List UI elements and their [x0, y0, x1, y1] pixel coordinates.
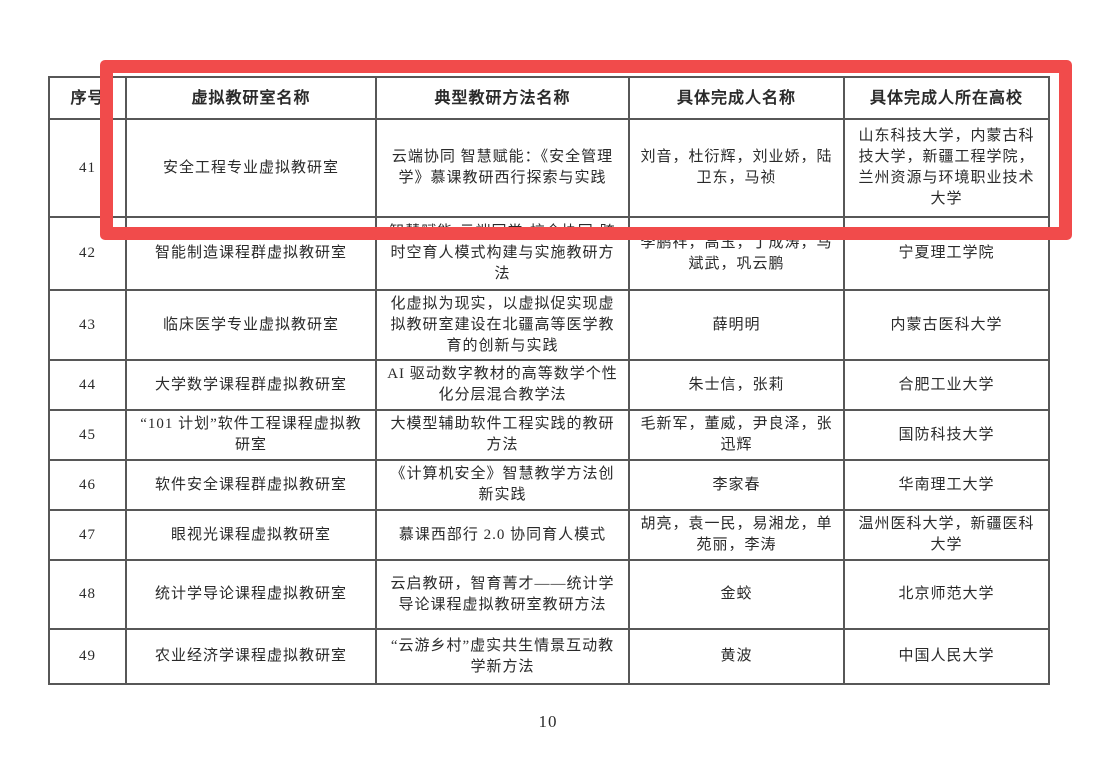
cell-method-name: 慕课西部行 2.0 协同育人模式 [375, 509, 630, 561]
table-row: 41 安全工程专业虚拟教研室 云端协同 智慧赋能：《安全管理学》慕课教研西行探索与实… [48, 118, 1050, 218]
table-row: 49 农业经济学课程虚拟教研室 “云游乡村”虚实共生情景互动教学新方法 黄波 中国人民大… [48, 628, 1050, 685]
cell-method-name: 云启教研，智育菁才——统计学导论课程虚拟教研室教研方法 [375, 559, 630, 630]
cell-schools: 合肥工业大学 [843, 359, 1050, 411]
column-header-room: 虚拟教研室名称 [125, 76, 377, 120]
cell-serial: 46 [48, 459, 127, 511]
column-header-schools: 具体完成人所在高校 [843, 76, 1050, 120]
cell-room-name: 临床医学专业虚拟教研室 [125, 289, 377, 361]
cell-people: 李家春 [628, 459, 845, 511]
table-row: 48 统计学导论课程虚拟教研室 云启教研，智育菁才——统计学导论课程虚拟教研室教研方… [48, 559, 1050, 630]
table-row: 45 “101 计划”软件工程课程虚拟教研室 大模型辅助软件工程实践的教研方法 毛新军… [48, 409, 1050, 461]
cell-method-name: 智慧赋能•云端同堂•校企协同-跨时空育人模式构建与实施教研方法 [375, 216, 630, 291]
cell-schools: 中国人民大学 [843, 628, 1050, 685]
cell-room-name: 大学数学课程群虚拟教研室 [125, 359, 377, 411]
cell-serial: 42 [48, 216, 127, 291]
cell-room-name: 安全工程专业虚拟教研室 [125, 118, 377, 218]
cell-people: 刘音，杜衍辉，刘业娇，陆卫东，马祯 [628, 118, 845, 218]
cell-people: 李鹏祥，高玉，丁成涛，马斌武，巩云鹏 [628, 216, 845, 291]
cell-room-name: 统计学导论课程虚拟教研室 [125, 559, 377, 630]
cell-people: 黄波 [628, 628, 845, 685]
cell-method-name: “云游乡村”虚实共生情景互动教学新方法 [375, 628, 630, 685]
page-number: 10 [538, 712, 558, 731]
cell-serial: 43 [48, 289, 127, 361]
table-row: 46 软件安全课程群虚拟教研室 《计算机安全》智慧教学方法创新实践 李家春 华南理工大学 [48, 459, 1050, 511]
cell-room-name: “101 计划”软件工程课程虚拟教研室 [125, 409, 377, 461]
cell-method-name: 云端协同 智慧赋能：《安全管理学》慕课教研西行探索与实践 [375, 118, 630, 218]
cell-people: 金蛟 [628, 559, 845, 630]
cell-schools: 内蒙古医科大学 [843, 289, 1050, 361]
cell-room-name: 软件安全课程群虚拟教研室 [125, 459, 377, 511]
cell-serial: 47 [48, 509, 127, 561]
column-header-method: 典型教研方法名称 [375, 76, 630, 120]
cell-serial: 41 [48, 118, 127, 218]
column-header-serial: 序号 [48, 76, 127, 120]
cell-method-name: 大模型辅助软件工程实践的教研方法 [375, 409, 630, 461]
table-body: 41 安全工程专业虚拟教研室 云端协同 智慧赋能：《安全管理学》慕课教研西行探索与实… [48, 118, 1050, 685]
virtual-teaching-room-table: 序号 虚拟教研室名称 典型教研方法名称 具体完成人名称 具体完成人所在高校 41… [48, 76, 1050, 685]
cell-people: 朱士信，张莉 [628, 359, 845, 411]
cell-room-name: 智能制造课程群虚拟教研室 [125, 216, 377, 291]
cell-schools: 宁夏理工学院 [843, 216, 1050, 291]
cell-schools: 北京师范大学 [843, 559, 1050, 630]
cell-method-name: 化虚拟为现实，以虚拟促实现虚拟教研室建设在北疆高等医学教育的创新与实践 [375, 289, 630, 361]
cell-people: 毛新军，董威，尹良泽，张迅辉 [628, 409, 845, 461]
cell-people: 薛明明 [628, 289, 845, 361]
table-row: 44 大学数学课程群虚拟教研室 AI 驱动数字教材的高等数学个性化分层混合教学法 朱士… [48, 359, 1050, 411]
table-row: 47 眼视光课程虚拟教研室 慕课西部行 2.0 协同育人模式 胡亮，袁一民，易湘龙，单… [48, 509, 1050, 561]
cell-schools: 国防科技大学 [843, 409, 1050, 461]
cell-method-name: 《计算机安全》智慧教学方法创新实践 [375, 459, 630, 511]
table-header-row: 序号 虚拟教研室名称 典型教研方法名称 具体完成人名称 具体完成人所在高校 [48, 76, 1050, 120]
cell-serial: 45 [48, 409, 127, 461]
table-row: 42 智能制造课程群虚拟教研室 智慧赋能•云端同堂•校企协同-跨时空育人模式构建与实… [48, 216, 1050, 291]
cell-schools: 华南理工大学 [843, 459, 1050, 511]
cell-schools: 温州医科大学，新疆医科大学 [843, 509, 1050, 561]
column-header-people: 具体完成人名称 [628, 76, 845, 120]
cell-people: 胡亮，袁一民，易湘龙，单苑丽，李涛 [628, 509, 845, 561]
cell-room-name: 农业经济学课程虚拟教研室 [125, 628, 377, 685]
table-row: 43 临床医学专业虚拟教研室 化虚拟为现实，以虚拟促实现虚拟教研室建设在北疆高等医学… [48, 289, 1050, 361]
cell-serial: 44 [48, 359, 127, 411]
cell-serial: 48 [48, 559, 127, 630]
cell-method-name: AI 驱动数字教材的高等数学个性化分层混合教学法 [375, 359, 630, 411]
cell-room-name: 眼视光课程虚拟教研室 [125, 509, 377, 561]
cell-schools: 山东科技大学，内蒙古科技大学，新疆工程学院，兰州资源与环境职业技术大学 [843, 118, 1050, 218]
cell-serial: 49 [48, 628, 127, 685]
